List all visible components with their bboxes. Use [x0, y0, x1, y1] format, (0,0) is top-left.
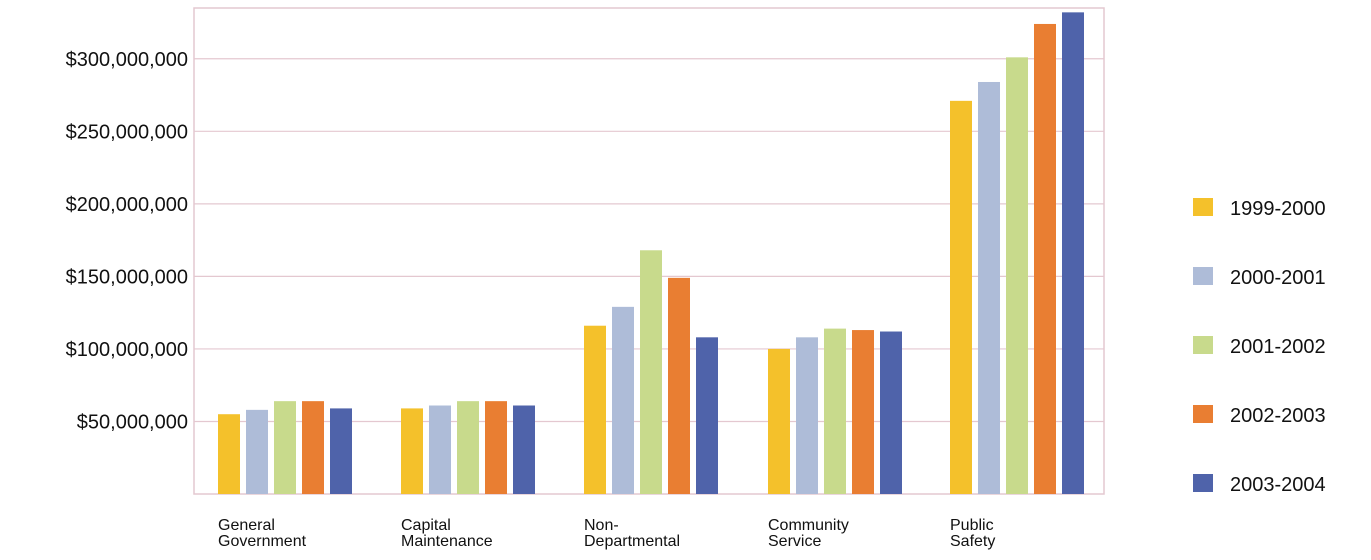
bar: [513, 405, 535, 494]
bar: [1006, 57, 1028, 494]
x-category-label: Capital: [401, 517, 451, 534]
x-category-label: Departmental: [584, 533, 680, 550]
legend-label: 2003-2004: [1230, 474, 1326, 496]
x-category-label: Public: [950, 517, 994, 534]
bar: [584, 325, 606, 494]
x-category-label: Government: [218, 533, 307, 550]
legend: 1999-2000 2000-2001 2001-2002 2002-2003 2003…: [1193, 198, 1326, 496]
x-category-label: Safety: [950, 533, 995, 550]
legend-swatch: [1193, 198, 1213, 216]
x-category-label: Service: [768, 533, 821, 550]
y-tick-label: $300,000,000: [66, 49, 188, 71]
bar: [330, 408, 352, 494]
x-category-label: Non-: [584, 517, 619, 534]
bar: [824, 328, 846, 494]
bar: [429, 405, 451, 494]
x-category-label: General: [218, 517, 275, 534]
y-axis-ticks: $50,000,000 $100,000,000 $150,000,000 $200,…: [66, 49, 188, 434]
bar: [274, 401, 296, 494]
bars: [218, 12, 1084, 495]
bar: [401, 408, 423, 494]
legend-swatch: [1193, 336, 1213, 354]
legend-label: 1999-2000: [1230, 198, 1326, 220]
bar: [302, 401, 324, 494]
bar: [852, 330, 874, 494]
legend-swatch: [1193, 405, 1213, 423]
y-tick-label: $150,000,000: [66, 266, 188, 288]
bar: [880, 331, 902, 494]
legend-label: 2002-2003: [1230, 405, 1326, 427]
x-category-label: Community: [768, 517, 849, 534]
legend-label: 2000-2001: [1230, 267, 1326, 289]
legend-label: 2001-2002: [1230, 336, 1326, 358]
bar: [246, 409, 268, 494]
bar: [457, 401, 479, 494]
bar: [978, 81, 1000, 494]
x-category-label: Maintenance: [401, 533, 493, 550]
bar: [696, 337, 718, 494]
legend-swatch: [1193, 474, 1213, 492]
y-tick-label: $200,000,000: [66, 194, 188, 216]
bar: [950, 100, 972, 494]
y-tick-label: $250,000,000: [66, 121, 188, 143]
bar: [612, 306, 634, 494]
bar: [1034, 23, 1056, 494]
bar: [640, 250, 662, 494]
bar: [768, 348, 790, 494]
bar: [485, 401, 507, 494]
y-tick-label: $50,000,000: [77, 411, 188, 433]
bar: [796, 337, 818, 494]
bar: [668, 277, 690, 494]
bar: [1062, 12, 1084, 495]
bar: [218, 414, 240, 494]
y-tick-label: $100,000,000: [66, 339, 188, 361]
legend-swatch: [1193, 267, 1213, 285]
